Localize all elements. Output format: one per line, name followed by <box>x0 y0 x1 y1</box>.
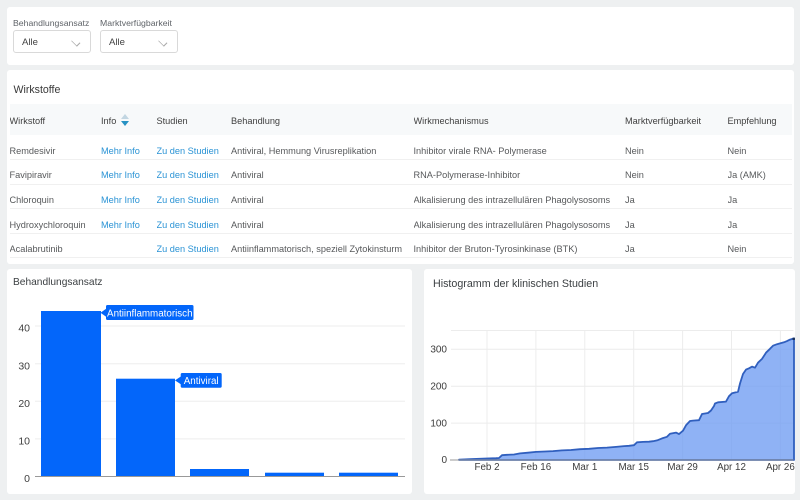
svg-text:Mar 29: Mar 29 <box>667 462 698 473</box>
svg-text:Antiinflammatorisch: Antiinflammatorisch <box>107 309 192 320</box>
svg-text:100: 100 <box>430 418 447 429</box>
svg-text:200: 200 <box>430 381 447 392</box>
svg-text:Antiviral: Antiviral <box>184 376 219 387</box>
svg-text:Apr 26: Apr 26 <box>766 462 795 473</box>
svg-text:Mar 15: Mar 15 <box>618 462 649 473</box>
svg-text:Feb 2: Feb 2 <box>474 462 499 473</box>
svg-text:Feb 16: Feb 16 <box>521 462 552 473</box>
svg-text:20: 20 <box>18 398 30 410</box>
svg-text:0: 0 <box>24 473 30 485</box>
svg-text:Mar 1: Mar 1 <box>572 462 597 473</box>
svg-text:Apr 12: Apr 12 <box>717 462 746 473</box>
svg-text:30: 30 <box>18 360 30 372</box>
svg-text:0: 0 <box>441 455 447 466</box>
svg-text:10: 10 <box>18 436 30 448</box>
svg-text:40: 40 <box>18 323 30 335</box>
svg-text:300: 300 <box>430 345 447 356</box>
